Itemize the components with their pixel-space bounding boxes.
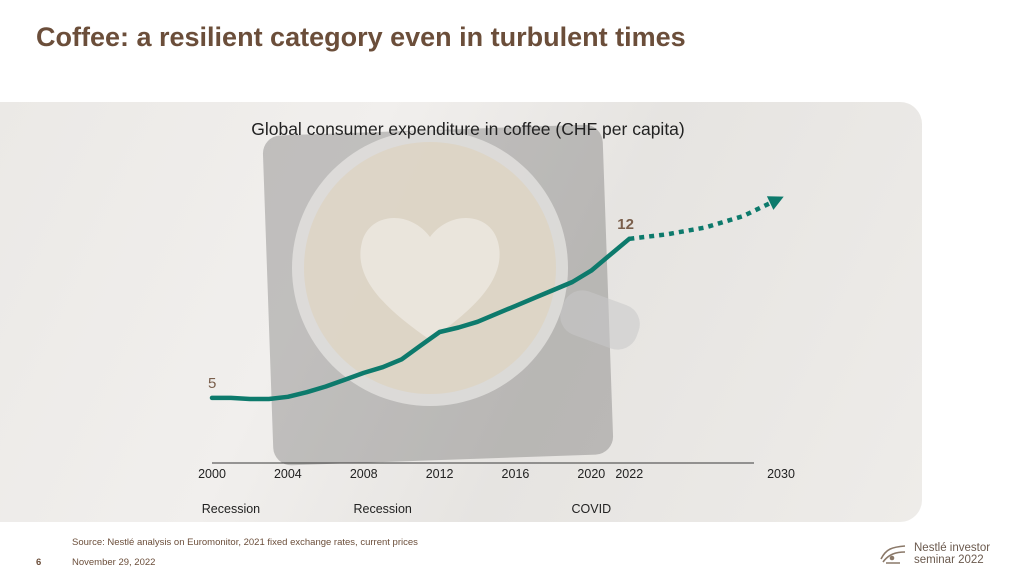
x-tick-label: 2020 (577, 467, 605, 481)
logo-line-1: Nestlé investor (914, 542, 991, 554)
event-annotation-label: Recession (202, 502, 260, 516)
event-annotation-label: Recession (354, 502, 412, 516)
logo-line-2: seminar 2022 (914, 554, 984, 566)
series-line (209, 236, 632, 402)
chart-title: Global consumer expenditure in coffee (C… (251, 119, 685, 139)
data-label-end: 12 (617, 216, 634, 233)
chart-panel: Global consumer expenditure in coffee (C… (0, 102, 922, 522)
x-tick-label: 2012 (426, 467, 454, 481)
slide-title: Coffee: a resilient category even in tur… (36, 22, 686, 52)
event-annotation-label: COVID (572, 502, 612, 516)
data-label-start: 5 (208, 375, 216, 392)
x-tick-label: 2004 (274, 467, 302, 481)
x-tick-label: 2008 (350, 467, 378, 481)
source-note: Source: Nestlé analysis on Euromonitor, … (72, 537, 418, 548)
event-annotations: Recession Recession COVID (202, 502, 611, 516)
nest-logo-icon (880, 545, 906, 564)
page-number: 6 (36, 557, 42, 568)
x-tick-label: 2016 (502, 467, 530, 481)
x-tick-label: 2022 (615, 467, 643, 481)
x-tick-label: 2030 (767, 467, 795, 481)
x-axis-ticks: 2000 2004 2008 2012 2016 2020 2022 2030 (198, 467, 795, 481)
nestle-logo: Nestlé investor seminar 2022 (878, 542, 990, 566)
coffee-cup-illustration (262, 124, 640, 466)
chart: Global consumer expenditure in coffee (C… (198, 119, 795, 516)
x-tick-label: 2000 (198, 467, 226, 481)
slide-date: November 29, 2022 (72, 557, 156, 568)
projection-arrowhead (766, 196, 784, 210)
projection-line (629, 201, 772, 242)
